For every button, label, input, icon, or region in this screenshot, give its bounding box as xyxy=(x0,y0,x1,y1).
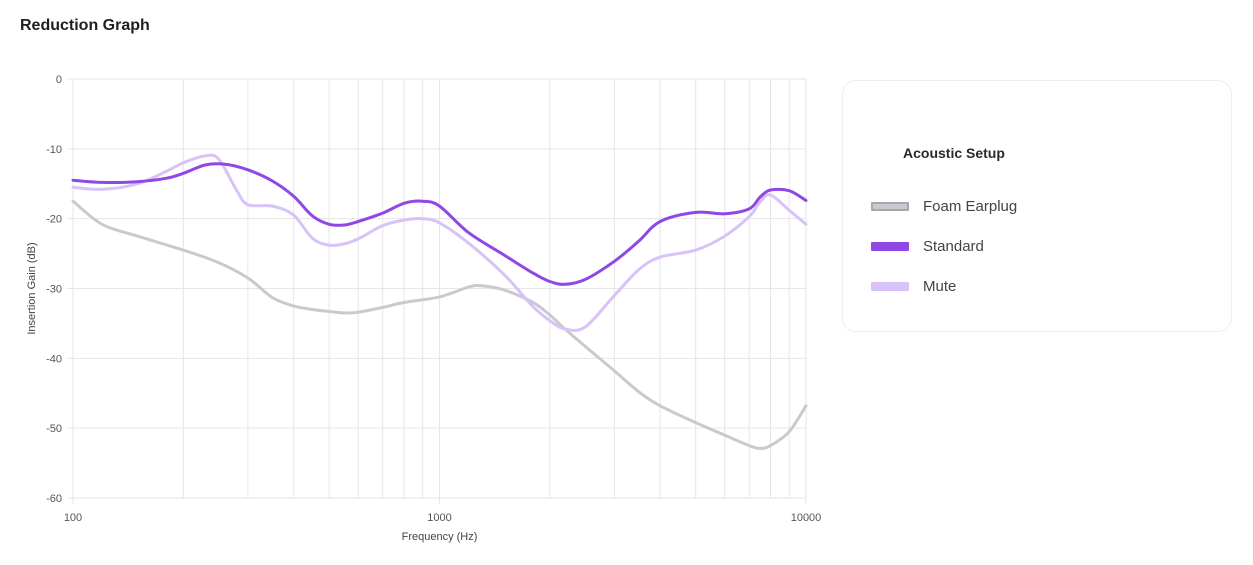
legend-label: Foam Earplug xyxy=(923,197,1018,215)
x-tick-label: 1000 xyxy=(427,512,451,524)
y-tick-label: -30 xyxy=(46,284,62,296)
y-tick-label: -20 xyxy=(46,214,62,226)
legend-item-standard[interactable]: Standard xyxy=(871,236,984,256)
y-tick-label: -60 xyxy=(46,493,62,505)
x-tick-label: 10000 xyxy=(791,512,822,524)
chart-series xyxy=(71,153,808,450)
legend-title: Acoustic Setup xyxy=(903,145,1005,161)
y-tick-label: -40 xyxy=(46,353,62,365)
x-axis-title: Frequency (Hz) xyxy=(402,531,478,543)
y-tick-label: -10 xyxy=(46,144,62,156)
y-axis-title: Insertion Gain (dB) xyxy=(26,242,38,334)
legend-card: Acoustic Setup Foam Earplug Standard Mut… xyxy=(842,80,1232,332)
legend-label: Standard xyxy=(923,237,984,255)
y-tick-label: 0 xyxy=(56,74,62,86)
y-tick-label: -50 xyxy=(46,423,62,435)
legend-swatch-standard xyxy=(871,241,909,251)
legend-item-mute[interactable]: Mute xyxy=(871,276,956,296)
legend-item-foam-earplug[interactable]: Foam Earplug xyxy=(871,196,1017,216)
series-line-foam-earplug xyxy=(71,199,808,450)
x-tick-label: 100 xyxy=(64,512,82,524)
chart-grid xyxy=(67,78,807,504)
series-line-mute xyxy=(71,153,808,332)
legend-label: Mute xyxy=(923,277,957,295)
legend-swatch-mute xyxy=(871,281,909,291)
legend-swatch-foam-earplug xyxy=(871,201,909,211)
page-title: Reduction Graph xyxy=(20,17,150,34)
series-line-standard xyxy=(71,162,808,286)
